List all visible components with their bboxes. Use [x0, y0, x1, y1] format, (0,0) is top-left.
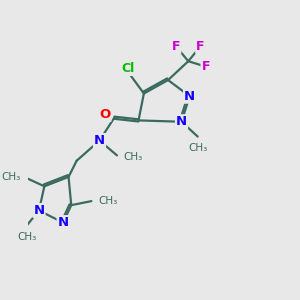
Text: N: N — [94, 134, 105, 147]
Text: O: O — [99, 108, 110, 121]
Text: F: F — [172, 40, 180, 53]
Text: Cl: Cl — [121, 62, 134, 75]
Text: F: F — [196, 40, 205, 53]
Text: CH₃: CH₃ — [98, 196, 117, 206]
Text: CH₃: CH₃ — [1, 172, 20, 182]
Text: CH₃: CH₃ — [188, 143, 207, 153]
Text: CH₃: CH₃ — [17, 232, 37, 242]
Text: F: F — [202, 60, 210, 73]
Text: N: N — [176, 115, 187, 128]
Text: CH₃: CH₃ — [124, 152, 143, 162]
Text: N: N — [33, 204, 44, 217]
Text: N: N — [58, 216, 69, 229]
Text: N: N — [184, 90, 195, 103]
